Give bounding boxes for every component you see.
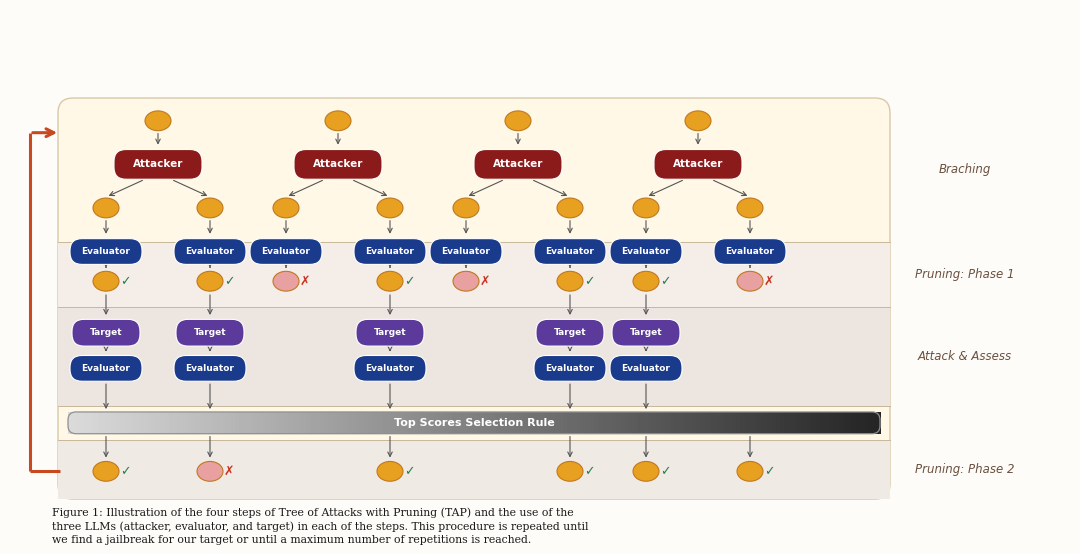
Text: Evaluator: Evaluator <box>442 247 490 256</box>
Text: Braching: Braching <box>939 163 991 176</box>
Text: Attacker: Attacker <box>133 160 184 170</box>
FancyBboxPatch shape <box>610 356 681 381</box>
Text: Pruning: Phase 1: Pruning: Phase 1 <box>915 268 1015 281</box>
Text: Target: Target <box>554 328 586 337</box>
Text: Attacker: Attacker <box>673 160 724 170</box>
Text: Top Scores Selection Rule: Top Scores Selection Rule <box>393 418 554 428</box>
Text: Evaluator: Evaluator <box>622 247 671 256</box>
FancyBboxPatch shape <box>536 319 604 346</box>
Text: Attacker: Attacker <box>492 160 543 170</box>
Ellipse shape <box>273 198 299 218</box>
Text: ✓: ✓ <box>660 275 671 288</box>
FancyBboxPatch shape <box>174 239 246 264</box>
Text: Target: Target <box>374 328 406 337</box>
Text: Evaluator: Evaluator <box>186 364 234 373</box>
Text: Evaluator: Evaluator <box>545 364 594 373</box>
Ellipse shape <box>325 111 351 131</box>
Ellipse shape <box>453 271 480 291</box>
FancyBboxPatch shape <box>474 150 562 179</box>
Text: ✓: ✓ <box>584 465 594 478</box>
Text: Evaluator: Evaluator <box>82 364 131 373</box>
Ellipse shape <box>197 271 222 291</box>
FancyBboxPatch shape <box>612 319 680 346</box>
Text: ✓: ✓ <box>404 465 415 478</box>
FancyBboxPatch shape <box>174 356 246 381</box>
FancyBboxPatch shape <box>714 239 786 264</box>
Text: Evaluator: Evaluator <box>545 247 594 256</box>
Text: ✗: ✗ <box>224 465 234 478</box>
Ellipse shape <box>197 461 222 481</box>
Ellipse shape <box>197 198 222 218</box>
Ellipse shape <box>377 198 403 218</box>
Text: Figure 1: Illustration of the four steps of Tree of Attacks with Pruning (TAP) a: Figure 1: Illustration of the four steps… <box>52 507 589 545</box>
FancyBboxPatch shape <box>58 242 890 307</box>
Ellipse shape <box>557 198 583 218</box>
Ellipse shape <box>505 111 531 131</box>
Ellipse shape <box>737 198 762 218</box>
FancyBboxPatch shape <box>294 150 382 179</box>
Text: ✓: ✓ <box>120 465 131 478</box>
FancyBboxPatch shape <box>176 319 244 346</box>
Text: Evaluator: Evaluator <box>726 247 774 256</box>
Text: Pruning: Phase 2: Pruning: Phase 2 <box>915 463 1015 476</box>
FancyBboxPatch shape <box>70 356 141 381</box>
FancyBboxPatch shape <box>70 239 141 264</box>
FancyBboxPatch shape <box>356 319 424 346</box>
Text: ✗: ✗ <box>764 275 774 288</box>
Text: ✓: ✓ <box>764 465 774 478</box>
FancyBboxPatch shape <box>249 239 322 264</box>
FancyBboxPatch shape <box>610 239 681 264</box>
Text: Target: Target <box>630 328 662 337</box>
Ellipse shape <box>453 198 480 218</box>
Text: ✗: ✗ <box>300 275 310 288</box>
FancyBboxPatch shape <box>534 239 606 264</box>
FancyBboxPatch shape <box>58 98 890 499</box>
Text: Attack & Assess: Attack & Assess <box>918 350 1012 363</box>
Text: Attacker: Attacker <box>313 160 363 170</box>
Ellipse shape <box>377 271 403 291</box>
Text: Target: Target <box>90 328 122 337</box>
Ellipse shape <box>273 271 299 291</box>
Ellipse shape <box>377 461 403 481</box>
Text: ✓: ✓ <box>224 275 234 288</box>
Text: ✓: ✓ <box>584 275 594 288</box>
FancyBboxPatch shape <box>430 239 502 264</box>
Ellipse shape <box>557 271 583 291</box>
FancyBboxPatch shape <box>654 150 742 179</box>
FancyBboxPatch shape <box>354 239 426 264</box>
Text: Evaluator: Evaluator <box>82 247 131 256</box>
Text: ✓: ✓ <box>660 465 671 478</box>
FancyBboxPatch shape <box>114 150 202 179</box>
Text: ✓: ✓ <box>120 275 131 288</box>
Text: Evaluator: Evaluator <box>186 247 234 256</box>
Ellipse shape <box>737 271 762 291</box>
Ellipse shape <box>145 111 171 131</box>
Ellipse shape <box>633 461 659 481</box>
Text: Evaluator: Evaluator <box>622 364 671 373</box>
Text: Evaluator: Evaluator <box>365 247 415 256</box>
Ellipse shape <box>93 461 119 481</box>
FancyBboxPatch shape <box>354 356 426 381</box>
FancyBboxPatch shape <box>72 319 140 346</box>
Text: ✗: ✗ <box>480 275 490 288</box>
Ellipse shape <box>633 198 659 218</box>
Ellipse shape <box>93 271 119 291</box>
FancyBboxPatch shape <box>58 440 890 499</box>
Ellipse shape <box>737 461 762 481</box>
Ellipse shape <box>93 198 119 218</box>
FancyBboxPatch shape <box>534 356 606 381</box>
Text: Target: Target <box>193 328 227 337</box>
Text: Evaluator: Evaluator <box>261 247 310 256</box>
Ellipse shape <box>685 111 711 131</box>
Text: Evaluator: Evaluator <box>365 364 415 373</box>
Text: ✓: ✓ <box>404 275 415 288</box>
Ellipse shape <box>557 461 583 481</box>
Ellipse shape <box>633 271 659 291</box>
FancyBboxPatch shape <box>58 307 890 406</box>
